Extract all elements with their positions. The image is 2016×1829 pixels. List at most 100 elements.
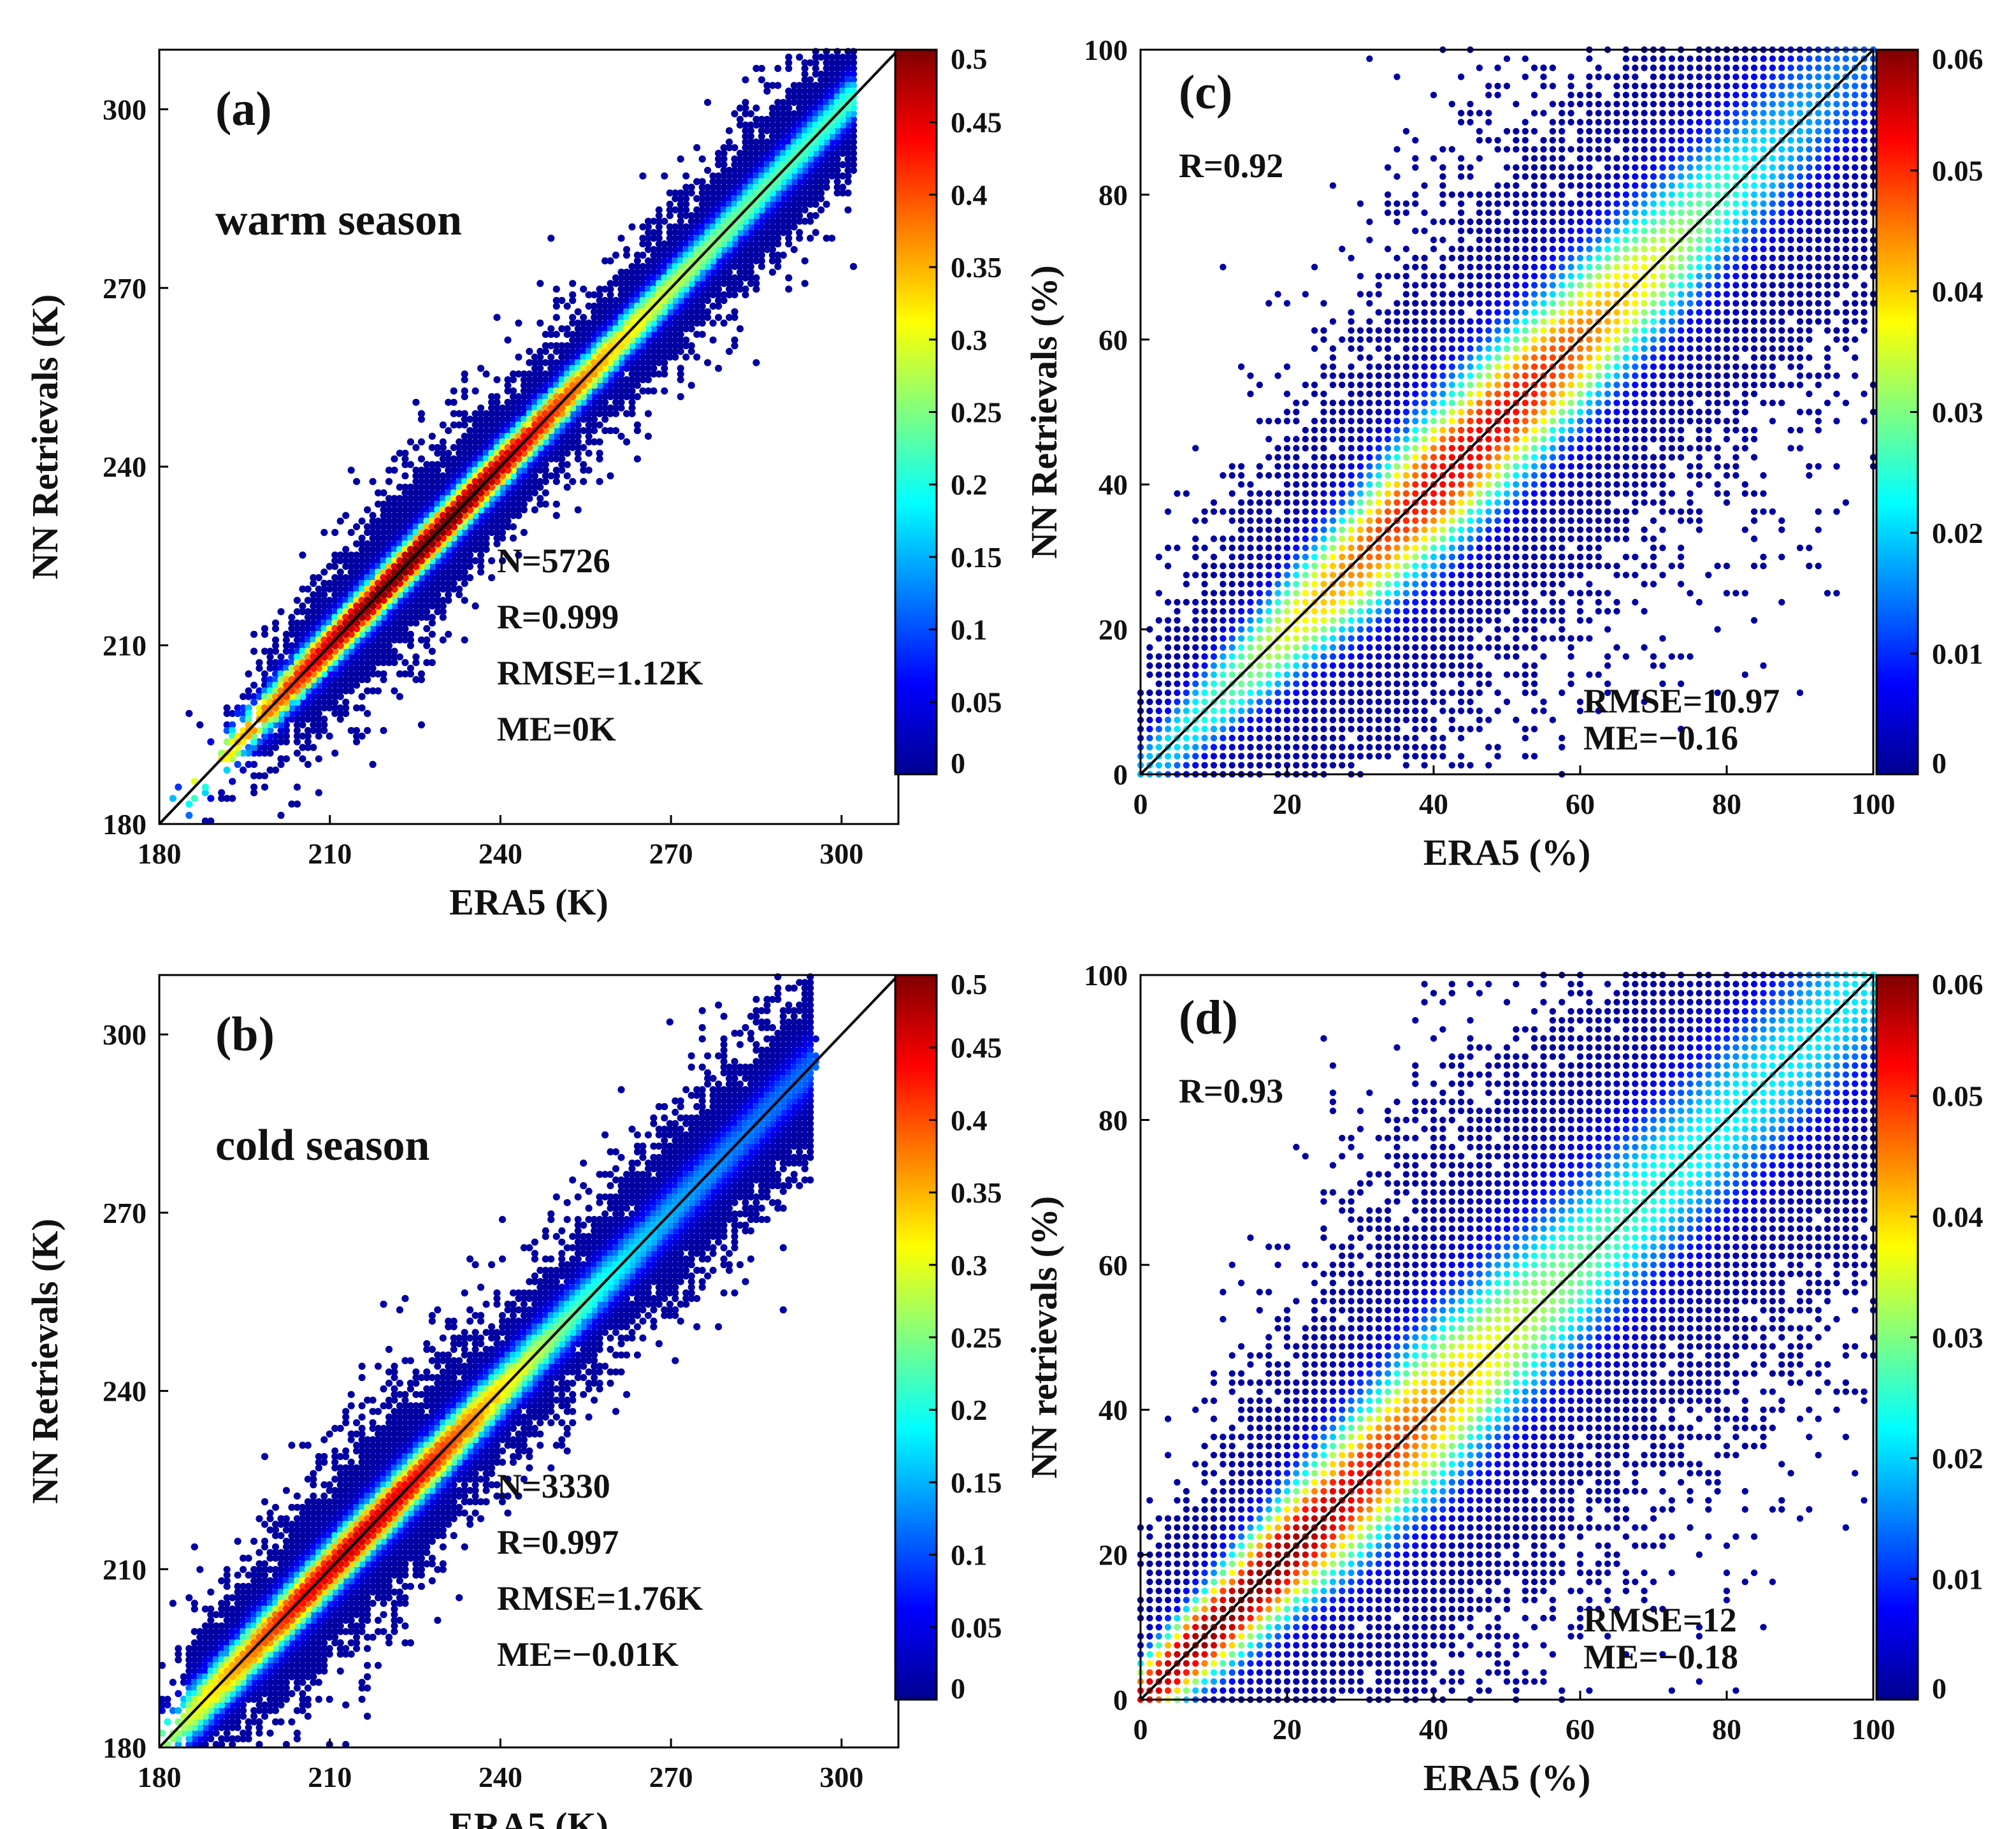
scatter-point (758, 1024, 765, 1031)
scatter-point (564, 303, 571, 310)
scatter-point (558, 1436, 565, 1443)
scatter-point (348, 1402, 355, 1409)
scatter-point (294, 1730, 301, 1737)
scatter-point (250, 1538, 257, 1545)
scatter-point (731, 144, 738, 151)
scatter-point (623, 410, 630, 417)
scatter-point (688, 382, 695, 389)
scatter-point (639, 1318, 646, 1325)
scatter-point (607, 1380, 614, 1387)
scatter-point (407, 1385, 414, 1392)
colorbar-tick-label: 0.3 (951, 324, 988, 356)
scatter-point (483, 370, 490, 377)
scatter-point (240, 767, 247, 774)
scatter-point (461, 1289, 468, 1296)
scatter-point (185, 800, 192, 807)
scatter-point (677, 365, 684, 372)
scatter-point (553, 1194, 560, 1201)
scatter-point (250, 772, 257, 779)
scatter-point (407, 461, 414, 468)
scatter-point (796, 229, 803, 236)
colorbar-tick-label: 0.15 (951, 541, 1002, 574)
scatter-point (607, 472, 614, 479)
scatter-point (320, 1459, 328, 1466)
scatter-point (440, 1334, 447, 1341)
scatter-point (359, 1696, 366, 1703)
scatter-point (693, 331, 700, 338)
scatter-point (553, 331, 560, 338)
scatter-point (677, 1318, 684, 1325)
scatter-point (391, 1374, 398, 1381)
scatter-point (359, 1402, 366, 1409)
scatter-point (575, 1194, 582, 1201)
scatter-point (450, 399, 457, 406)
scatter-point (401, 1295, 408, 1302)
scatter-point (553, 314, 560, 321)
scatter-point (396, 1306, 403, 1313)
scatter-point (547, 235, 554, 242)
scatter-point (677, 155, 684, 163)
scatter-point (245, 761, 252, 768)
scatter-point (596, 450, 603, 457)
scatter-point (493, 376, 500, 383)
scatter-point (715, 1002, 722, 1009)
scatter-point (375, 1363, 382, 1370)
scatter-point (434, 1617, 441, 1624)
scatter-point (207, 795, 214, 802)
scatter-point (488, 574, 495, 581)
scatter-point (391, 1397, 398, 1404)
scatter-point (364, 710, 371, 717)
scatter-point (639, 1334, 646, 1341)
scatter-point (466, 1318, 473, 1325)
scatter-point (802, 280, 809, 287)
scatter-point (342, 1702, 349, 1709)
scatter-point (677, 1103, 684, 1110)
scatter-point (407, 1357, 414, 1364)
scatter-point (752, 359, 760, 366)
scatter-point (364, 506, 371, 513)
scatter-point (250, 631, 257, 638)
scatter-point (418, 438, 425, 445)
scatter-point (661, 173, 668, 180)
scatter-point (488, 1261, 495, 1268)
scatter-point (531, 506, 538, 513)
scatter-point (645, 1131, 652, 1138)
scatter-point (645, 410, 652, 417)
scatter-point (412, 444, 419, 451)
scatter-point (483, 1487, 490, 1494)
scatter-point (185, 1594, 192, 1601)
scatter-point (564, 472, 571, 479)
scatter-point (272, 647, 279, 654)
scatter-point (737, 1030, 744, 1037)
scatter-point (742, 1024, 749, 1031)
scatter-point (737, 1261, 744, 1268)
scatter-point (639, 252, 646, 259)
scatter-point (396, 1380, 403, 1387)
scatter-point (266, 1730, 273, 1737)
colorbar-tick-label: 0.35 (951, 251, 1002, 284)
scatter-point (656, 1340, 663, 1347)
scatter-point (747, 110, 754, 117)
scatter-point (704, 1081, 711, 1088)
scatter-point (391, 688, 398, 695)
scatter-point (342, 512, 349, 519)
scatter-point (634, 1323, 641, 1330)
scatter-point (456, 1368, 463, 1375)
scatter-point (510, 376, 517, 383)
x-tick-label: 270 (649, 837, 693, 870)
scatter-point (353, 523, 360, 530)
scatter-point (418, 416, 425, 423)
scatter-point (531, 1239, 538, 1246)
scatter-point (440, 421, 447, 428)
scatter-point (385, 1634, 392, 1641)
scatter-point (488, 557, 495, 564)
scatter-point (391, 466, 398, 474)
scatter-point (499, 1255, 506, 1262)
scatter-point (564, 1447, 571, 1454)
scatter-point (747, 1255, 754, 1262)
scatter-point (250, 789, 257, 796)
y-tick-label: 240 (103, 451, 147, 483)
scatter-point (477, 1515, 484, 1522)
scatter-point (348, 1639, 355, 1646)
scatter-point (515, 319, 522, 326)
